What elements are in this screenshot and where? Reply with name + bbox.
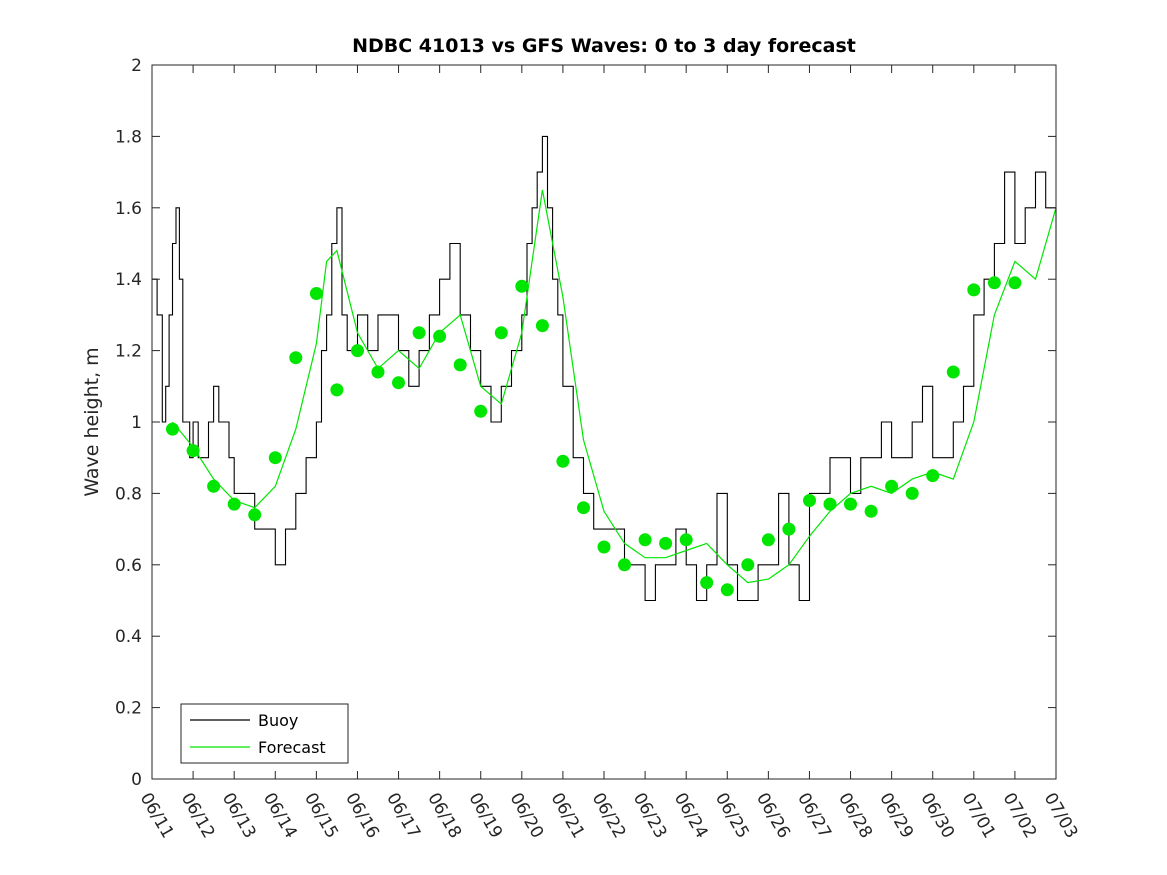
y-tick-label: 0.8	[115, 484, 142, 504]
forecast-point	[946, 365, 960, 379]
forecast-point	[207, 479, 221, 493]
forecast-point	[597, 540, 611, 554]
forecast-point	[535, 319, 549, 333]
forecast-point	[618, 558, 631, 572]
series-layer	[152, 135, 1057, 602]
y-tick-label: 0.2	[115, 699, 142, 719]
legend-forecast-label: Forecast	[258, 738, 326, 757]
y-tick-label: 1.6	[115, 199, 142, 219]
forecast-point	[1008, 276, 1022, 290]
y-tick-label: 1.4	[115, 270, 142, 290]
legend-buoy-label: Buoy	[258, 711, 298, 730]
forecast-point	[638, 533, 652, 547]
forecast-point	[741, 558, 755, 572]
forecast-point	[166, 422, 179, 436]
legend-box	[180, 703, 349, 764]
y-tick-label: 0.4	[115, 627, 142, 647]
forecast-point	[248, 508, 262, 522]
forecast-point	[227, 497, 241, 511]
forecast-point	[474, 404, 488, 418]
forecast-point	[577, 501, 590, 515]
forecast-point	[823, 497, 837, 511]
forecast-point	[803, 494, 816, 507]
forecast-point	[679, 533, 693, 547]
forecast-point	[371, 365, 385, 379]
forecast-point	[453, 358, 467, 372]
forecast-point	[289, 351, 303, 365]
forecast-point	[268, 451, 282, 465]
y-tick-label: 0	[131, 770, 142, 790]
forecast-point	[515, 279, 529, 293]
forecast-point	[330, 383, 344, 397]
forecast-point	[782, 522, 796, 536]
forecast-point	[864, 504, 878, 518]
forecast-point	[392, 376, 405, 390]
forecast-point	[700, 576, 714, 590]
forecast-point	[926, 469, 940, 483]
forecast-point	[761, 533, 775, 547]
forecast-point	[433, 329, 447, 343]
forecast-point	[309, 287, 323, 300]
buoy-series-line	[152, 135, 1057, 602]
y-tick-label: 1.2	[115, 342, 142, 362]
forecast-point	[967, 283, 981, 297]
chart-title: NDBC 41013 vs GFS Waves: 0 to 3 day fore…	[352, 35, 856, 57]
forecast-point	[494, 326, 508, 340]
forecast-series-line	[172, 189, 1057, 584]
y-tick-label: 0.6	[115, 556, 142, 576]
y-axis-label: Wave height, m	[81, 347, 103, 496]
forecast-point	[351, 344, 364, 358]
forecast-point	[659, 536, 673, 550]
legend: Buoy Forecast	[180, 703, 349, 764]
forecast-point	[186, 444, 200, 458]
y-tick-label: 1.8	[115, 127, 142, 147]
forecast-point	[987, 276, 1001, 290]
forecast-point	[885, 479, 899, 493]
forecast-point	[412, 326, 426, 340]
plot-area	[152, 65, 1056, 779]
y-tick-label: 2	[131, 56, 142, 76]
y-tick-label: 1	[131, 413, 142, 433]
forecast-point	[905, 486, 919, 500]
forecast-point	[720, 583, 734, 597]
forecast-point	[556, 454, 570, 468]
forecast-point	[844, 497, 857, 511]
